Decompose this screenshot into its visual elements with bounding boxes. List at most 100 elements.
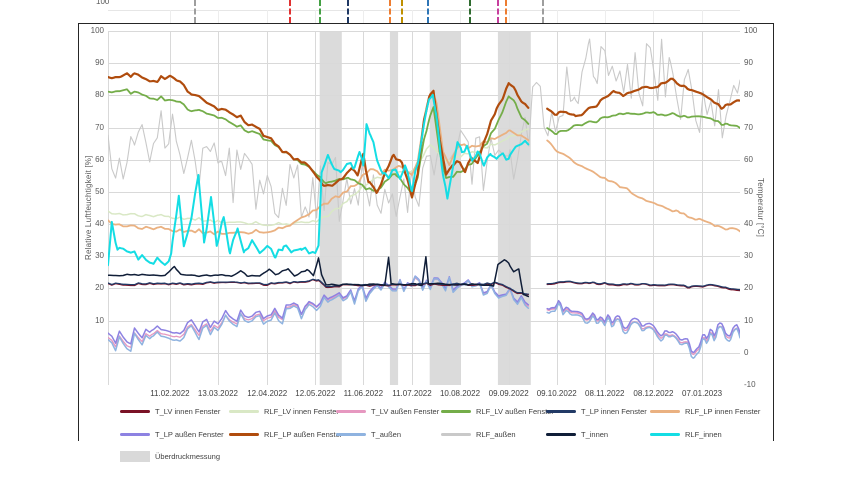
legend-label: T_innen (581, 429, 609, 439)
right-axis-tick-label: 90 (744, 58, 753, 68)
upper-gridline-stub (702, 10, 704, 23)
right-axis-tick-label: -10 (744, 380, 756, 389)
event-marker (318, 0, 321, 23)
right-axis-tick-label: 20 (744, 283, 753, 293)
series-rlf-lp-au-en-fenster (108, 72, 740, 199)
legend-item: Überdruckmessung (120, 450, 220, 462)
legend-line-swatch (336, 409, 366, 413)
right-axis-tick-label: 50 (744, 186, 753, 196)
plot-area (108, 31, 740, 385)
x-axis-tick-label: 13.03.2022 (197, 389, 238, 398)
legend-label: RLF_LP außen Fenster (264, 429, 343, 439)
right-axis-tick-label: 30 (744, 251, 753, 261)
x-axis-tick-label: 11.02.2022 (150, 389, 190, 398)
legend-label: T_LP außen Fenster (155, 429, 224, 439)
series-t-lv-au-en-fenster (108, 277, 740, 356)
legend-item: RLF_außen (441, 428, 516, 440)
x-axis-tick-label: 12.05.2022 (295, 389, 336, 398)
legend-line-swatch (546, 432, 576, 436)
event-marker (400, 0, 403, 23)
legend-item: T_außen (336, 428, 401, 440)
upper-gridline-stub (460, 10, 462, 23)
overpressure-band (389, 31, 399, 385)
upper-gridline-stub (604, 10, 606, 23)
right-axis-tick-label: 40 (744, 219, 753, 229)
legend-item: T_LV außen Fenster (336, 405, 439, 417)
event-marker (496, 0, 499, 23)
right-axis-title: Temperatur [°C] (756, 178, 765, 238)
x-axis-tick-label: 12.04.2022 (247, 389, 288, 398)
upper-gridline-stub (267, 10, 269, 23)
legend-label: T_außen (371, 429, 402, 439)
legend-label: T_LP innen Fenster (581, 406, 647, 416)
upper-gridline-stub (508, 10, 510, 23)
upper-axis-label: 100 (96, 0, 110, 6)
legend-label: Überdruckmessung (155, 451, 221, 461)
event-marker (426, 0, 429, 23)
series-t-innen (108, 256, 530, 298)
right-axis-tick-label: 100 (744, 26, 758, 35)
upper-chart-remnant: 100 (0, 0, 851, 23)
left-axis-tick-label: 80 (95, 90, 104, 100)
x-axis-tick-label: 09.09.2022 (488, 389, 529, 398)
left-axis-tick-label: 90 (95, 58, 104, 68)
event-marker (194, 0, 197, 23)
legend-line-swatch (650, 432, 680, 436)
legend-line-swatch (546, 409, 576, 413)
series-rlf-innen (108, 93, 530, 267)
x-axis-tick-label: 08.11.2022 (585, 389, 625, 398)
event-marker (388, 0, 391, 23)
right-axis-tick-label: 80 (744, 90, 753, 100)
right-axis-tick-label: 60 (744, 154, 753, 164)
overpressure-band (429, 31, 460, 385)
event-marker (289, 0, 292, 23)
event-marker (505, 0, 508, 23)
legend-item: T_LP außen Fenster (120, 428, 224, 440)
legend-label: RLF_LV außen Fenster (476, 406, 554, 416)
legend-line-swatch (650, 409, 680, 413)
legend-item: RLF_LP außen Fenster (229, 428, 342, 440)
legend-line-swatch (120, 409, 150, 413)
upper-gridline-stub (315, 10, 317, 23)
legend-line-swatch (336, 432, 366, 436)
left-axis-tick-label: 10 (95, 315, 104, 325)
left-axis-tick-label: 20 (95, 283, 104, 293)
left-axis-title: Relative Luftfeuchtigkeit [%] (84, 155, 93, 261)
right-axis-tick-label: 10 (744, 315, 753, 325)
legend-label: RLF_LP innen Fenster (685, 406, 761, 416)
overpressure-band (497, 31, 531, 385)
x-axis-tick-label: 10.08.2022 (439, 389, 481, 398)
x-axis-tick-label: 11.06.2022 (343, 389, 384, 398)
legend-item: RLF_LV außen Fenster (441, 405, 554, 417)
legend-label: T_LV außen Fenster (371, 406, 440, 416)
left-axis-tick-label: 30 (95, 251, 104, 261)
legend-line-swatch (229, 409, 259, 413)
left-axis-tick-label: 100 (90, 26, 104, 35)
x-axis-tick-label: 09.10.2022 (536, 389, 577, 398)
legend-box-swatch (120, 450, 150, 462)
legend-line-swatch (120, 432, 150, 436)
upper-gridline-stub (556, 10, 558, 23)
legend-line-swatch (229, 432, 259, 436)
event-marker (541, 0, 544, 23)
series-rlf-lv-au-en-fenster (108, 88, 740, 195)
legend-item: T_LV innen Fenster (120, 405, 220, 417)
legend-label: RLF_innen (685, 429, 722, 439)
left-axis-tick-label: 40 (95, 219, 104, 229)
legend-item: T_innen (546, 428, 608, 440)
chart-frame (78, 23, 774, 441)
legend-label: RLF_LV innen Fenster (264, 406, 339, 416)
legend-item: RLF_innen (650, 428, 722, 440)
event-marker (469, 0, 472, 23)
right-axis-tick-label: 0 (744, 347, 749, 357)
upper-gridline-stub (217, 10, 219, 23)
x-axis-tick-label: 08.12.2022 (633, 389, 674, 398)
left-axis-tick-label: 60 (95, 154, 104, 164)
legend-line-swatch (441, 409, 471, 413)
event-marker (347, 0, 350, 23)
legend-item: RLF_LP innen Fenster (650, 405, 760, 417)
legend-item: T_LP innen Fenster (546, 405, 647, 417)
legend-label: RLF_außen (476, 429, 516, 439)
upper-gridline-stub (411, 10, 413, 23)
